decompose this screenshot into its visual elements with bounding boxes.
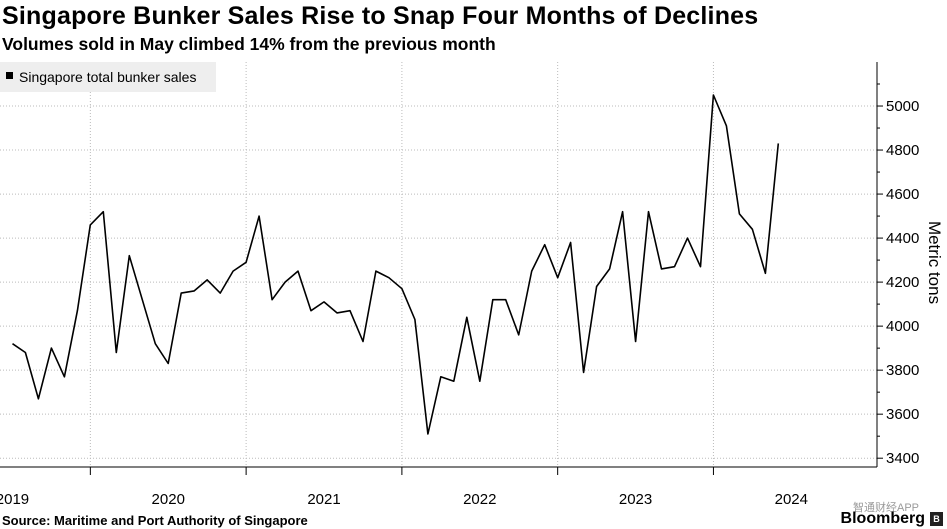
chart-subtitle: Volumes sold in May climbed 14% from the… — [2, 34, 496, 54]
axes: 3400 3600 3800 4000 4200 4400 4600 4800 5000 2019… — [0, 62, 944, 508]
x-tick-label: 2020 — [152, 491, 185, 508]
series-line — [12, 94, 780, 435]
grid — [0, 62, 877, 467]
brand-icon: B — [930, 512, 943, 526]
legend-box — [0, 62, 216, 92]
y-tick-label: 5000 — [886, 98, 919, 115]
legend-label: Singapore total bunker sales — [19, 69, 196, 85]
y-axis-label: Metric tons — [925, 221, 944, 304]
series — [12, 94, 780, 435]
y-tick-label: 3800 — [886, 362, 919, 379]
legend-marker — [6, 72, 13, 79]
chart-title: Singapore Bunker Sales Rise to Snap Four… — [2, 2, 759, 30]
y-tick-label: 4400 — [886, 230, 919, 247]
source-note: Source: Maritime and Port Authority of S… — [2, 513, 308, 528]
y-tick-label: 4800 — [886, 142, 919, 159]
y-tick-label: 3400 — [886, 450, 919, 467]
x-tick-label: 2024 — [775, 491, 808, 508]
x-tick-label: 2022 — [463, 491, 496, 508]
y-tick-label: 4600 — [886, 186, 919, 203]
x-tick-label: 2023 — [619, 491, 652, 508]
legend: Singapore total bunker sales — [0, 62, 216, 92]
y-tick-label: 4000 — [886, 318, 919, 335]
x-tick-label: 2021 — [307, 491, 340, 508]
watermark: 智通财经APP — [852, 502, 919, 514]
x-tick-label: 2019 — [0, 491, 29, 508]
y-tick-label: 4200 — [886, 274, 919, 291]
brand-logo: Bloomberg — [840, 510, 925, 527]
y-tick-label: 3600 — [886, 406, 919, 423]
